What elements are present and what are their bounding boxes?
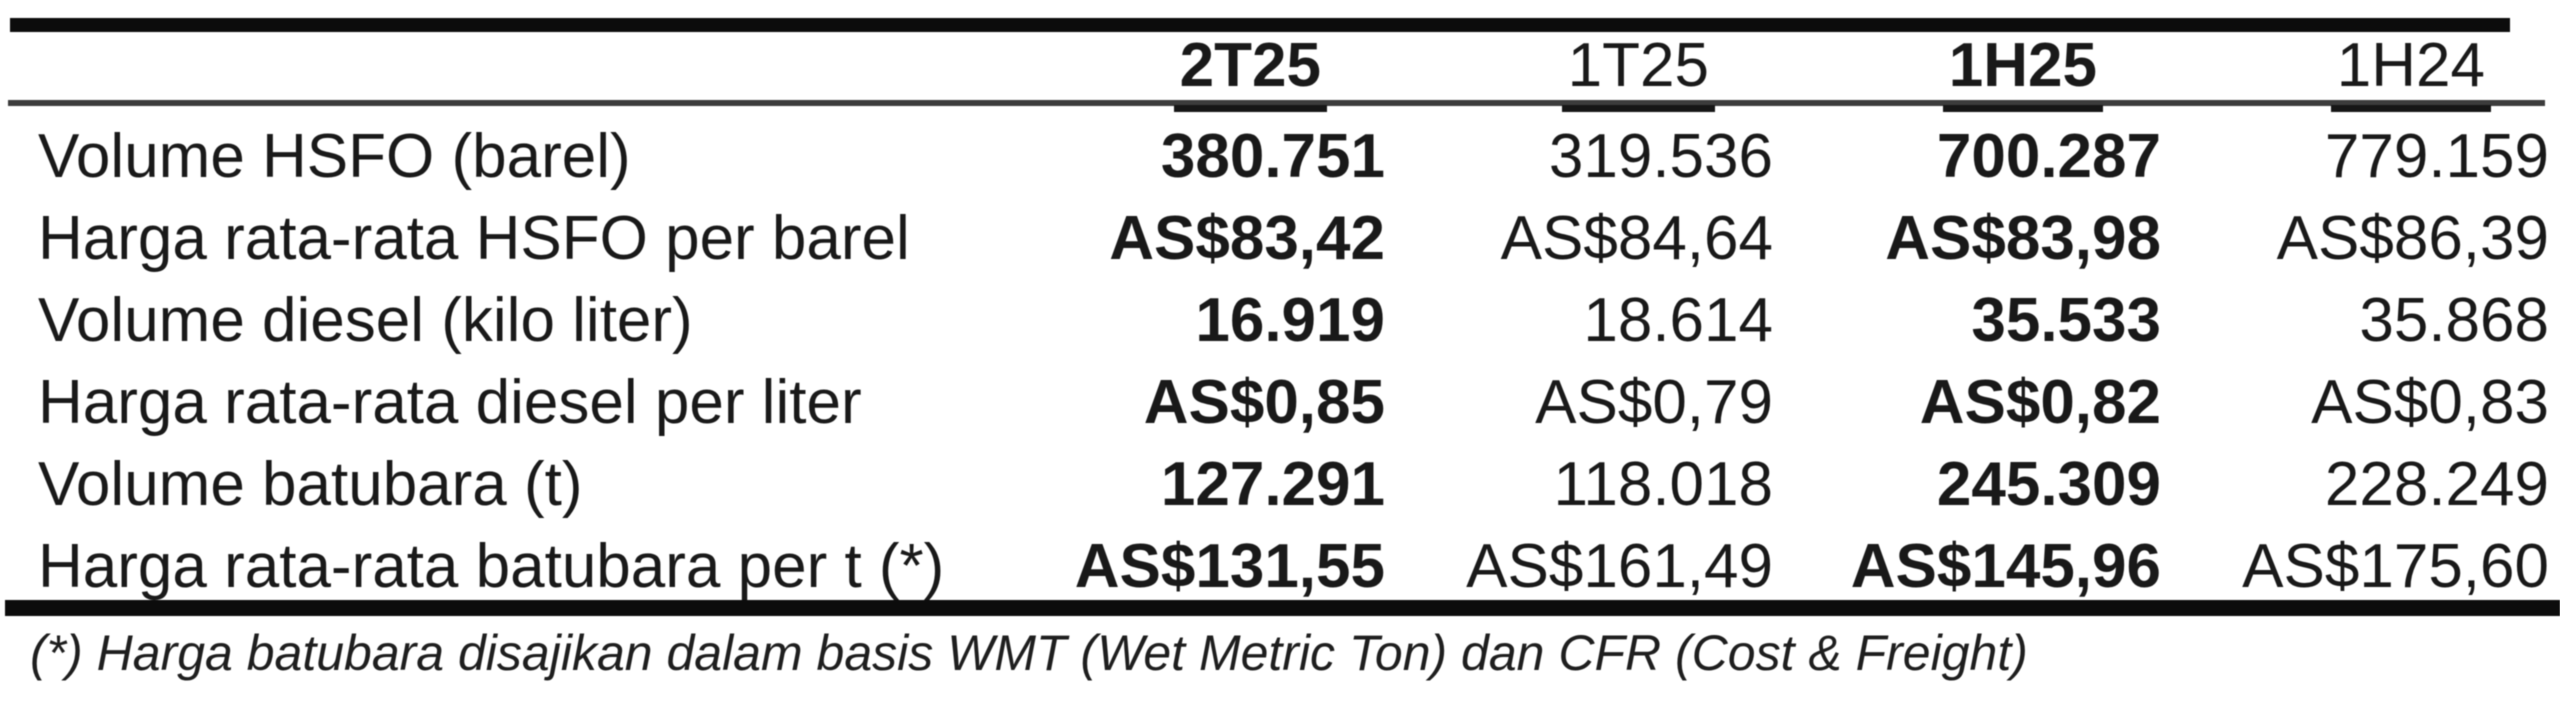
metric-label: Volume batubara (t): [38, 449, 583, 519]
table-row-volume-hsfo: Volume HSFO (barel) 380.751 319.536 700.…: [10, 115, 2557, 197]
table-row-harga-batubara: Harga rata-rata batubara per t (*) AS$13…: [10, 525, 2557, 607]
column-header-1t25: 1T25: [1393, 30, 1781, 115]
metric-label: Harga rata-rata batubara per t (*): [38, 531, 945, 601]
metrics-table: 2T25 1T25 1H25 1H24 Volume HSFO (barel) …: [10, 30, 2557, 607]
table-row-volume-batubara: Volume batubara (t) 127.291 118.018 245.…: [10, 443, 2557, 525]
metric-value: 35.868: [2359, 285, 2549, 355]
metric-value: AS$131,55: [1074, 531, 1385, 601]
table-row-harga-hsfo: Harga rata-rata HSFO per barel AS$83,42 …: [10, 197, 2557, 279]
metric-label: Volume diesel (kilo liter): [38, 285, 693, 355]
column-header-2t25: 2T25: [1005, 30, 1393, 115]
metric-value: AS$86,39: [2276, 203, 2549, 273]
metric-value: AS$84,64: [1500, 203, 1773, 273]
header-empty-cell: [10, 30, 1005, 115]
column-header-label: 1T25: [1561, 30, 1715, 112]
table-top-border: [10, 18, 2510, 32]
metric-value: AS$0,83: [2311, 367, 2549, 437]
column-header-label: 1H25: [1942, 30, 2103, 112]
metric-value: 35.533: [1971, 285, 2161, 355]
metric-value: AS$83,98: [1885, 203, 2161, 273]
metric-value: 228.249: [2324, 449, 2549, 519]
table-row-harga-diesel: Harga rata-rata diesel per liter AS$0,85…: [10, 361, 2557, 443]
metric-value: AS$161,49: [1466, 531, 1773, 601]
column-header-1h24: 1H24: [2169, 30, 2557, 115]
metric-label: Harga rata-rata HSFO per barel: [38, 203, 910, 273]
metric-value: 779.159: [2324, 121, 2549, 191]
metric-label: Volume HSFO (barel): [38, 121, 631, 191]
table-header-row: 2T25 1T25 1H25 1H24: [10, 30, 2557, 115]
metric-value: AS$145,96: [1850, 531, 2161, 601]
metric-value: AS$0,82: [1919, 367, 2161, 437]
metric-value: 380.751: [1160, 121, 1385, 191]
table-bottom-border: [5, 600, 2560, 616]
metric-value: 319.536: [1548, 121, 1773, 191]
metric-label: Harga rata-rata diesel per liter: [38, 367, 862, 437]
metric-value: 18.614: [1583, 285, 1773, 355]
header-divider-line: [8, 100, 2545, 106]
column-header-label: 1H24: [2330, 30, 2491, 112]
metric-value: AS$0,85: [1143, 367, 1385, 437]
metric-value: 127.291: [1160, 449, 1385, 519]
footnote: (*) Harga batubara disajikan dalam basis…: [30, 625, 2028, 681]
column-header-1h25: 1H25: [1781, 30, 2169, 115]
metric-value: 16.919: [1195, 285, 1385, 355]
metric-value: 700.287: [1936, 121, 2161, 191]
column-header-label: 2T25: [1173, 30, 1327, 112]
metric-value: 118.018: [1553, 449, 1773, 519]
metric-value: AS$83,42: [1109, 203, 1385, 273]
metric-value: 245.309: [1936, 449, 2161, 519]
metric-value: AS$0,79: [1535, 367, 1773, 437]
metric-value: AS$175,60: [2242, 531, 2549, 601]
table-row-volume-diesel: Volume diesel (kilo liter) 16.919 18.614…: [10, 279, 2557, 361]
